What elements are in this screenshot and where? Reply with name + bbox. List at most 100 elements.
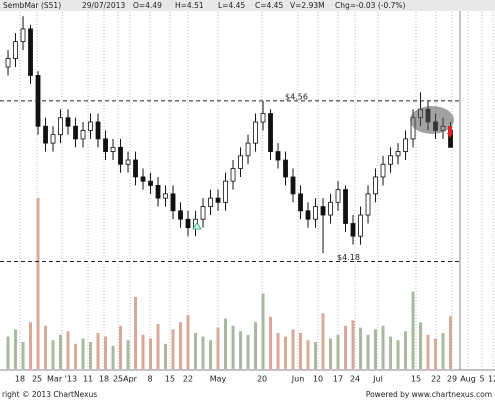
volume-bar	[351, 320, 355, 369]
open: O=4.49	[133, 1, 162, 10]
volume-bar	[96, 333, 100, 369]
candle-body	[208, 197, 213, 207]
candle-body	[133, 159, 138, 178]
candle-body	[253, 121, 258, 144]
candle-body	[260, 113, 266, 123]
candle-body	[50, 134, 56, 144]
candle-body	[200, 206, 206, 220]
volume-bar	[149, 338, 153, 369]
low: L=4.45	[218, 1, 245, 10]
volume-bar	[329, 338, 333, 369]
volume-bar	[66, 331, 70, 369]
candle-body	[373, 176, 378, 195]
candle-body	[245, 142, 251, 157]
volume-bar	[276, 333, 280, 369]
volume-bar	[104, 336, 108, 369]
volume-bar	[449, 316, 453, 369]
volume-bar	[216, 327, 220, 369]
volume-bar	[29, 322, 33, 369]
x-tick-label: 10	[313, 375, 323, 384]
candle-body	[380, 163, 386, 178]
volume-bar	[171, 329, 175, 369]
candle-body	[95, 121, 101, 140]
x-tick-label: 25	[113, 375, 123, 384]
candle-body	[215, 197, 221, 203]
candle-body	[343, 189, 348, 224]
volume-bar	[261, 293, 265, 369]
candle-body	[365, 193, 371, 216]
candle-body	[125, 159, 131, 165]
symbol: SembMar (S51)	[3, 1, 61, 10]
volume-bar	[194, 333, 198, 369]
candle-body	[148, 180, 153, 186]
candle-body	[223, 180, 228, 203]
volume-bar	[44, 325, 48, 369]
volume-bar	[21, 342, 25, 369]
candle-body	[163, 193, 168, 199]
volume-bar	[291, 329, 295, 369]
volume-bar	[36, 198, 40, 369]
x-tick-label: 22	[183, 375, 193, 384]
volume-bar	[254, 322, 258, 369]
level-label: $4.56	[285, 92, 308, 101]
x-tick-label: 15	[411, 375, 421, 384]
x-tick-label: 8	[147, 375, 152, 384]
level-label: $4.18	[337, 253, 360, 262]
volume-bar	[156, 324, 160, 369]
x-tick-label: 11	[83, 375, 93, 384]
copyright: right © 2013 ChartNexus	[2, 390, 97, 399]
volume: V=2.93M	[290, 1, 325, 10]
candle-body	[335, 189, 341, 203]
candle-body	[320, 206, 326, 216]
candle-body	[155, 185, 161, 199]
volume-bar	[336, 334, 340, 369]
high: H=4.51	[175, 1, 204, 10]
candle-body	[298, 193, 303, 212]
candle-body	[268, 113, 273, 152]
candle-body	[65, 117, 71, 127]
candle-body	[403, 138, 408, 152]
candle-body	[20, 28, 26, 43]
volume-bar	[404, 331, 408, 369]
candle-body	[305, 210, 311, 220]
volume-bar	[306, 340, 310, 369]
volume-bar	[201, 336, 205, 369]
volume-bar	[14, 329, 18, 369]
volume-bar	[81, 338, 85, 369]
x-tick-label: 17	[333, 375, 343, 384]
change: Chg=-0.03 (-0.7%)	[335, 1, 406, 10]
volume-bar	[426, 334, 430, 369]
x-tick-label: 5	[479, 375, 484, 384]
x-tick-label: 22	[431, 375, 441, 384]
candle-body	[110, 146, 116, 152]
marker-icon	[192, 222, 202, 230]
volume-bar	[321, 313, 325, 369]
volume-bar	[396, 340, 400, 369]
x-tick-label: May	[210, 375, 227, 384]
volume-bar	[51, 340, 55, 369]
x-tick-label: Apr	[123, 375, 138, 384]
candle-body	[28, 28, 33, 76]
candle-body	[178, 210, 183, 220]
x-tick-label: 18	[15, 375, 25, 384]
x-tick-label: Aug	[460, 375, 476, 384]
candle-body	[118, 146, 123, 165]
volume-bar	[209, 340, 213, 369]
volume-bar	[6, 336, 10, 369]
candle-body	[283, 159, 288, 178]
volume-bar	[434, 338, 438, 369]
x-tick-label: Mar '13	[47, 375, 77, 384]
volume-bar	[111, 345, 115, 369]
candle-body	[73, 125, 78, 140]
highlight	[410, 106, 454, 134]
volume-bar	[164, 343, 168, 369]
candle-body	[140, 176, 146, 182]
volume-bar	[381, 325, 385, 369]
volume-bar	[284, 336, 288, 369]
x-tick-label: 24	[350, 375, 360, 384]
date: 29/07/2013	[82, 1, 125, 10]
candle-body	[350, 223, 356, 237]
candle-body	[13, 41, 18, 59]
close: C=4.45	[255, 1, 283, 10]
